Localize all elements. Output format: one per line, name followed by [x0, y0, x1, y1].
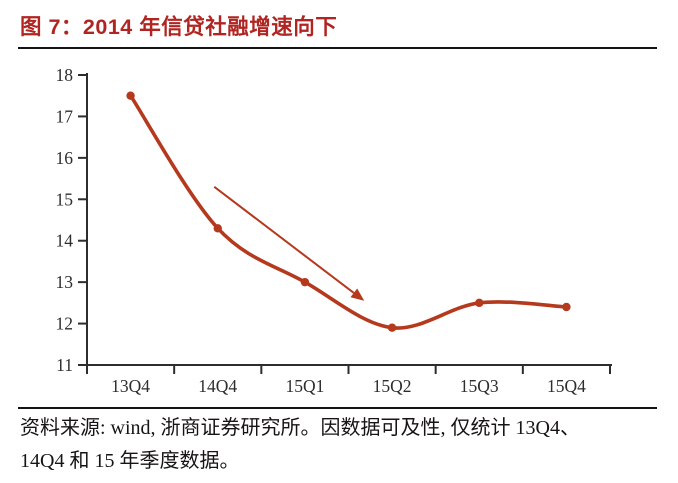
trend-arrow — [213, 186, 365, 301]
source-note: 资料来源: wind, 浙商证券研究所。因数据可及性, 仅统计 13Q4、 14… — [20, 412, 580, 478]
y-tick-label: 16 — [56, 148, 74, 168]
y-tick-label: 18 — [56, 65, 74, 85]
data-point-marker — [300, 277, 310, 287]
y-tick-label: 17 — [56, 106, 74, 126]
title-divider — [18, 47, 657, 49]
arrow-head — [350, 288, 365, 301]
figure-title: 图 7：2014 年信贷社融增速向下 — [20, 15, 338, 39]
x-tick-label: 13Q4 — [111, 376, 150, 396]
y-tick-label: 14 — [56, 231, 74, 251]
chart-series — [126, 91, 571, 332]
y-tick-label: 13 — [56, 272, 74, 292]
data-point-marker — [213, 224, 222, 233]
x-tick-label: 15Q2 — [373, 376, 412, 396]
series-line — [128, 93, 569, 330]
x-tick-label: 15Q4 — [547, 376, 586, 396]
y-tick-label: 15 — [56, 189, 74, 209]
chart-axes: 18 17 16 15 14 13 12 11 13Q4 14Q4 15Q1 15Q2 15Q3 15Q4 — [56, 65, 612, 396]
data-point-marker — [126, 91, 135, 100]
source-divider — [18, 407, 657, 409]
y-tick-label: 12 — [56, 314, 74, 334]
y-tick-label: 11 — [56, 355, 73, 375]
x-tick-label: 14Q4 — [198, 376, 237, 396]
data-point-marker — [475, 298, 484, 308]
x-tick-label: 15Q1 — [285, 376, 324, 396]
data-point-marker — [562, 302, 571, 312]
source-line-1: 资料来源: wind, 浙商证券研究所。因数据可及性, 仅统计 13Q4、 — [20, 417, 580, 439]
arrow-shaft — [213, 186, 355, 294]
x-tick-label: 15Q3 — [460, 376, 499, 396]
source-line-2: 14Q4 和 15 年季度数据。 — [20, 450, 240, 472]
data-point-marker — [387, 323, 397, 332]
